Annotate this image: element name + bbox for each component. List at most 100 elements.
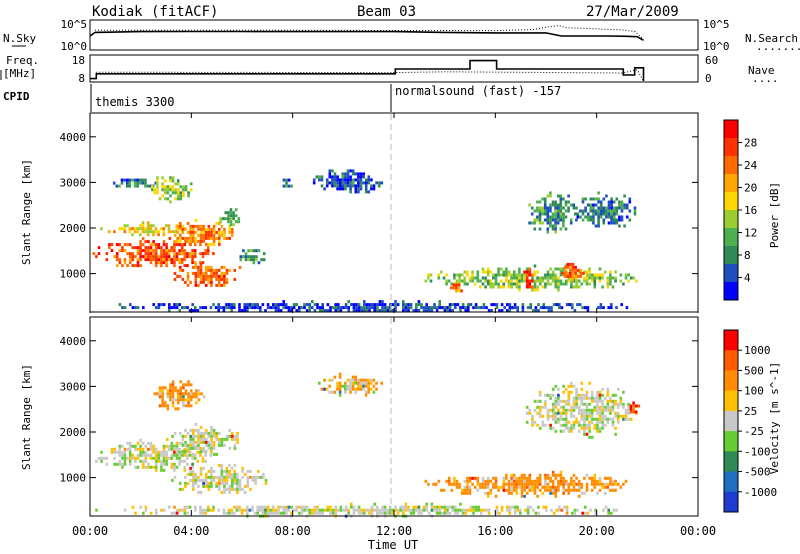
noise-panel-frame xyxy=(89,19,699,51)
freq-right-label-dots: .... xyxy=(752,72,779,85)
velocity-ytick-label: 3000 xyxy=(60,380,87,393)
frequency-panel: Freq. [MHz] 18 8 60 0 Nave .... xyxy=(0,54,779,85)
power-colorbar-step xyxy=(724,192,738,211)
velocity-ytick-label: 4000 xyxy=(60,335,87,348)
power-colorbar-step xyxy=(724,210,738,229)
velocity-region xyxy=(318,372,383,397)
velocity-axis-ticks: 1000 2000 3000 4000 xyxy=(60,335,698,485)
velocity-colorbar-label: 1000 xyxy=(744,344,771,357)
power-region xyxy=(523,267,534,289)
power-panel: 1000 2000 3000 4000 Slant Range [km] 4 8 12 16… xyxy=(20,112,781,313)
power-region xyxy=(239,249,266,265)
velocity-colorbar-label: -25 xyxy=(744,425,764,438)
power-ytick-label: 2000 xyxy=(60,222,87,235)
freq-left-label-1: Freq. xyxy=(6,54,39,67)
velocity-colorbar-label: 100 xyxy=(744,385,764,398)
noise-right-tick-top: 10^5 xyxy=(703,18,730,31)
noise-right-label-dots: ........ xyxy=(756,40,800,53)
velocity-region xyxy=(629,401,641,414)
noise-left-label: N.Sky xyxy=(3,32,36,45)
velocity-region xyxy=(95,502,618,518)
power-region xyxy=(118,300,629,313)
velocity-colorbar-step xyxy=(724,390,738,412)
frequency-lines xyxy=(90,59,645,82)
power-ytick-label: 1000 xyxy=(60,268,87,281)
freq-right-tick-bottom: 0 xyxy=(705,72,712,85)
power-colorbar-step xyxy=(724,138,738,157)
cpid-segment-2: normalsound (fast) -157 xyxy=(395,84,561,98)
power-colorbar-step xyxy=(724,228,738,247)
noise-right-tick-bottom: 10^0 xyxy=(703,40,730,53)
velocity-colorbar-frame xyxy=(723,329,739,513)
freq-left-tick-bottom: 8 xyxy=(78,72,85,85)
power-colorbar-label: 24 xyxy=(744,159,758,172)
velocity-colorbar-step xyxy=(724,471,738,493)
velocity-region xyxy=(171,463,268,494)
velocity-colorbar-label: -100 xyxy=(744,445,771,458)
power-colorbar-label: 28 xyxy=(744,137,757,150)
freq-left-tick-top: 18 xyxy=(72,54,85,67)
time-axis-label: Time UT xyxy=(368,538,419,552)
power-ylabel: Slant Range [km] xyxy=(20,159,33,265)
power-ytick-label: 3000 xyxy=(60,176,87,189)
power-colorbar: 4 8 12 16 20 24 28 xyxy=(723,119,758,301)
velocity-ytick-label: 2000 xyxy=(60,426,87,439)
freq-right-label: Nave xyxy=(748,64,775,77)
power-colorbar-step xyxy=(724,174,738,193)
velocity-ytick-label: 1000 xyxy=(60,472,87,485)
noise-left-tick-top: 10^5 xyxy=(61,18,88,31)
power-region xyxy=(173,262,242,287)
velocity-colorbar-label: -500 xyxy=(744,466,771,479)
velocity-colorbar-step xyxy=(724,330,738,351)
time-tick-label: 20:00 xyxy=(579,524,615,538)
velocity-heatmap-cells xyxy=(95,372,641,518)
power-region xyxy=(312,169,384,194)
power-colorbar-step xyxy=(724,246,738,265)
power-colorbar-label: 4 xyxy=(744,272,751,285)
power-region xyxy=(168,218,234,246)
velocity-region xyxy=(166,422,239,456)
power-region xyxy=(282,178,293,188)
power-colorbar-label: 16 xyxy=(744,204,757,217)
velocity-region xyxy=(424,470,628,498)
velocity-region xyxy=(153,380,206,411)
beam-title: Beam 03 xyxy=(357,4,416,20)
velocity-ylabel: Slant Range [km] xyxy=(20,364,33,470)
power-region xyxy=(100,221,192,237)
power-region xyxy=(528,191,578,234)
cpid-segment-1: themis 3300 xyxy=(95,95,174,109)
power-region xyxy=(573,191,637,228)
noise-panel: N.Sky 10^5 10^0 10^5 10^0 N.Search .....… xyxy=(3,18,800,53)
freq-right-tick-top: 60 xyxy=(705,54,718,67)
time-tick-label: 08:00 xyxy=(275,524,311,538)
cpid-label: CPID xyxy=(3,90,30,103)
power-colorbar-step xyxy=(724,156,738,175)
freq-left-label-2: [MHz] xyxy=(3,67,36,80)
power-ytick-label: 4000 xyxy=(60,131,87,144)
power-colorbar-step xyxy=(724,264,738,283)
frequency-series-freq xyxy=(90,59,645,81)
frequency-series-nave xyxy=(96,69,644,82)
power-heatmap-cells xyxy=(92,169,638,313)
power-axis-ticks: 1000 2000 3000 4000 xyxy=(60,131,698,281)
power-colorbar-step xyxy=(724,120,738,139)
time-tick-label: 00:00 xyxy=(680,524,716,538)
velocity-colorbar-step xyxy=(724,410,738,432)
noise-right-label: N.Search xyxy=(745,32,798,45)
station-title: Kodiak (fitACF) xyxy=(92,4,218,20)
date-title: 27/Mar/2009 xyxy=(586,4,679,20)
velocity-colorbar-step xyxy=(724,491,738,513)
velocity-colorbar-step xyxy=(724,431,738,452)
power-colorbar-step xyxy=(724,282,738,301)
noise-series-search xyxy=(95,25,644,40)
power-region xyxy=(112,178,158,188)
velocity-colorbar-label: 25 xyxy=(744,405,757,418)
power-region xyxy=(92,237,215,268)
velocity-colorbar-label: 500 xyxy=(744,364,764,377)
power-colorbar-label: 8 xyxy=(744,249,751,262)
frequency-panel-frame xyxy=(89,54,699,83)
velocity-colorbar: 1000 500 100 25 -25 -100 -500 -1000 xyxy=(723,329,777,513)
power-region xyxy=(150,176,193,204)
noise-left-tick-bottom: 10^0 xyxy=(61,40,88,53)
power-colorbar-label: 20 xyxy=(744,182,757,195)
